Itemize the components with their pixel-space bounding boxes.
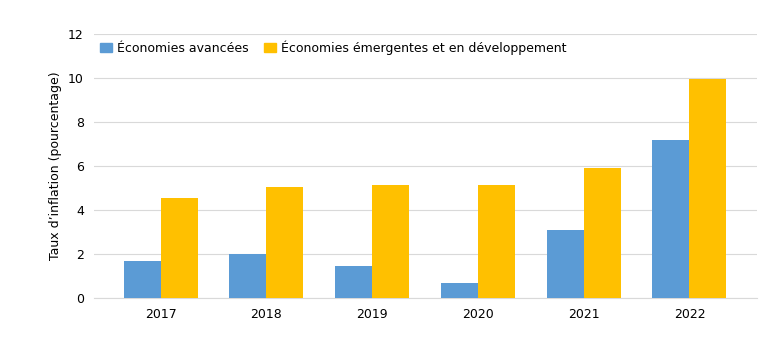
Bar (547, 230, 583, 298)
Bar (583, 168, 621, 298)
Bar (478, 185, 515, 298)
Bar (441, 283, 478, 298)
Bar (229, 254, 267, 298)
Bar (372, 185, 410, 298)
Bar (690, 79, 726, 298)
Bar (161, 198, 198, 298)
Y-axis label: Taux d’inflation (pourcentage): Taux d’inflation (pourcentage) (49, 72, 62, 260)
Bar (124, 261, 161, 298)
Legend: Économies avancées, Économies émergentes et en développement: Économies avancées, Économies émergentes… (100, 40, 567, 55)
Bar (652, 140, 690, 298)
Bar (267, 187, 303, 298)
Bar (335, 266, 372, 298)
